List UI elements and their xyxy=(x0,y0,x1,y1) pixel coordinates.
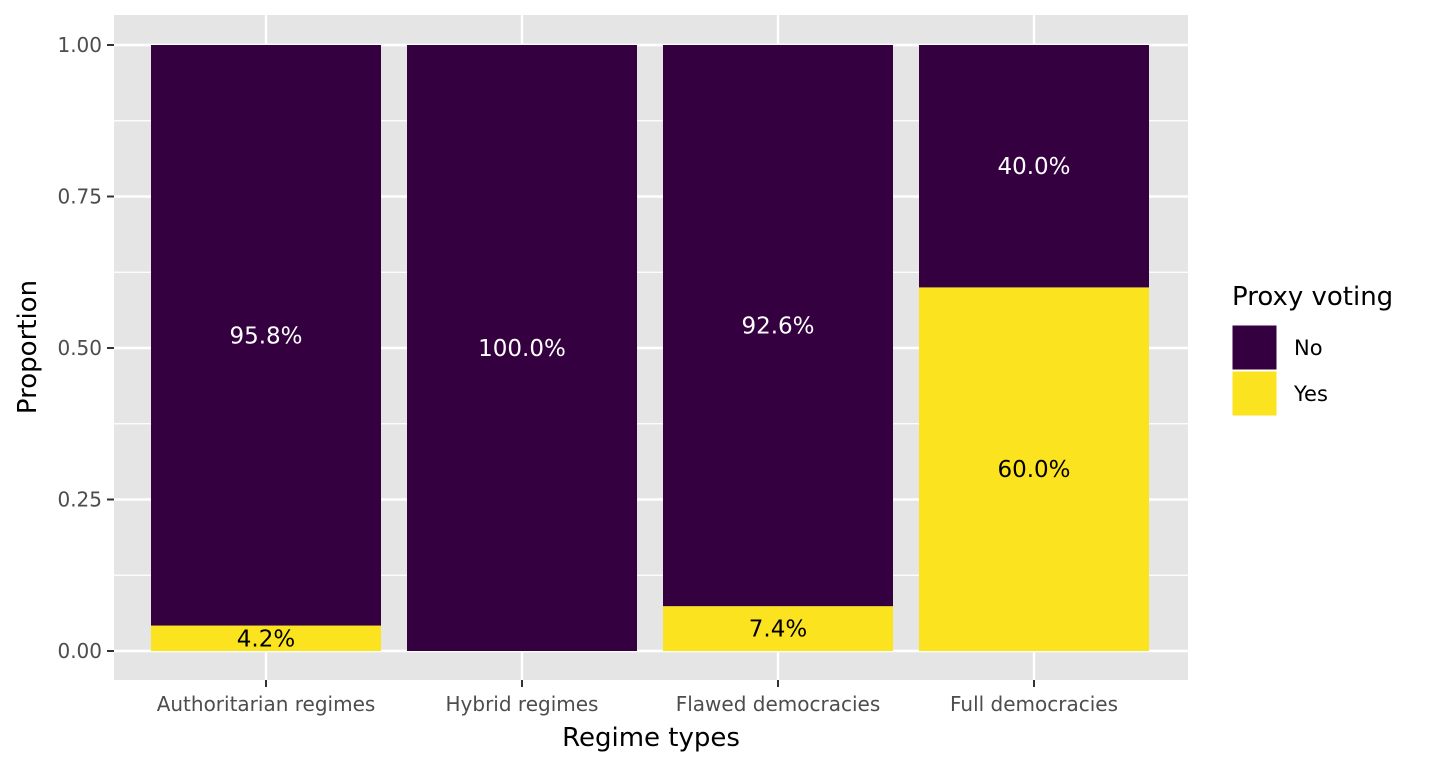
legend-key-yes xyxy=(1231,370,1278,417)
bar-segment-no xyxy=(919,45,1149,288)
y-tick-label: 0.00 xyxy=(57,639,102,663)
y-tick-label: 0.50 xyxy=(57,336,102,360)
bar-value-label: 92.6% xyxy=(741,314,814,340)
y-axis: 0.00 0.25 0.50 0.75 1.00 xyxy=(57,33,114,663)
legend: Proxy voting No Yes xyxy=(1231,282,1393,417)
y-tick-label: 0.75 xyxy=(57,185,102,209)
bar-segment-yes xyxy=(919,287,1149,651)
y-tick-label: 1.00 xyxy=(57,33,102,57)
legend-label: Yes xyxy=(1293,382,1328,406)
bar-labels: 4.2% 95.8% 100.0% 7.4% 92.6% 60.0% 40.0% xyxy=(229,154,1070,652)
legend-title: Proxy voting xyxy=(1232,282,1393,312)
bar-segment-no xyxy=(407,45,637,651)
bars xyxy=(151,45,1149,651)
legend-label: No xyxy=(1294,336,1323,360)
x-tick-label: Authoritarian regimes xyxy=(157,692,376,716)
bar-value-label: 60.0% xyxy=(997,457,1070,483)
bar-segment-yes xyxy=(151,625,381,651)
y-tick-label: 0.25 xyxy=(57,488,102,512)
x-tick-label: Hybrid regimes xyxy=(446,692,599,716)
y-axis-title: Proportion xyxy=(13,280,43,414)
legend-items: No Yes xyxy=(1231,324,1328,417)
bar-value-label: 7.4% xyxy=(749,617,807,643)
legend-key-no xyxy=(1231,324,1278,371)
bar-segment-yes xyxy=(663,606,893,651)
bar-value-label: 100.0% xyxy=(478,336,566,362)
x-axis-title: Regime types xyxy=(562,723,740,753)
bar-segment-no xyxy=(151,45,381,626)
x-axis: Authoritarian regimes Hybrid regimes Flawe… xyxy=(157,680,1118,716)
x-tick-label: Flawed democracies xyxy=(676,692,881,716)
bar-segment-no xyxy=(663,45,893,607)
bar-value-label: 40.0% xyxy=(997,154,1070,180)
bar-value-label: 4.2% xyxy=(237,626,295,652)
bar-value-label: 95.8% xyxy=(229,323,302,349)
x-tick-label: Full democracies xyxy=(950,692,1118,716)
